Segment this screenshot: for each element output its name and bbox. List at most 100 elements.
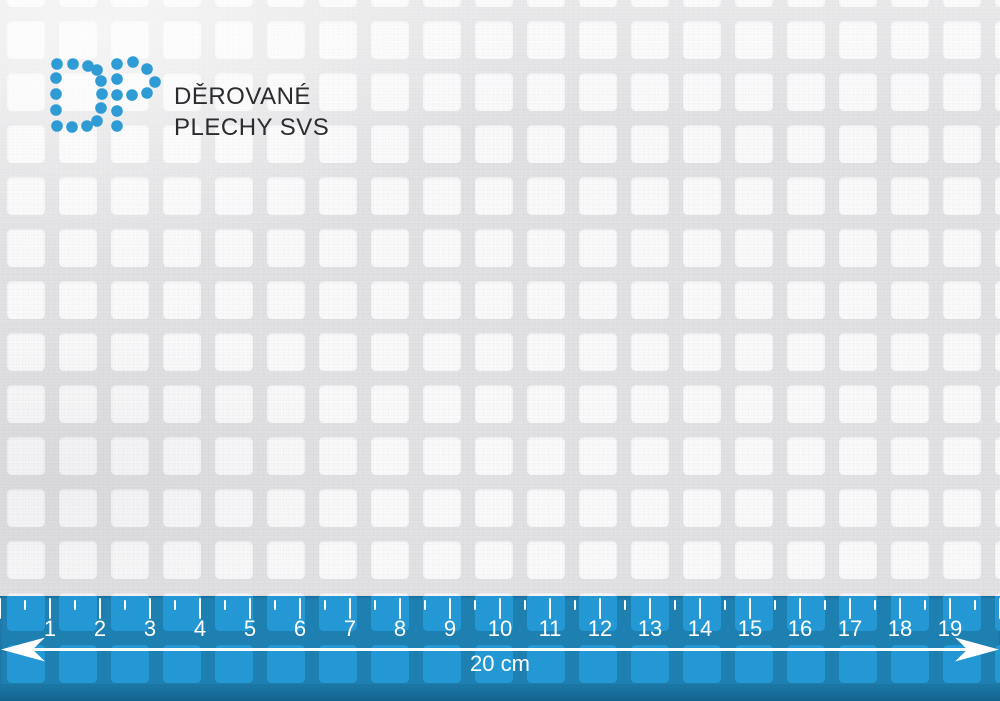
half-cm-tick [474, 599, 476, 610]
sheet-hole-under-ruler [111, 645, 149, 683]
logo-dot [111, 120, 123, 132]
logo-dot [67, 58, 79, 70]
cm-tick [248, 598, 252, 619]
sheet-hole-under-ruler [163, 596, 201, 631]
cm-tick [648, 598, 652, 619]
sheet-hole-under-ruler [683, 596, 721, 631]
logo-dot [111, 105, 123, 117]
sheet-hole-under-ruler [891, 645, 929, 683]
lighting-overlay [0, 0, 1000, 601]
logo-dot [127, 56, 139, 68]
cm-tick [598, 598, 602, 619]
sheet-hole-under-ruler [163, 645, 201, 683]
logo-dot [95, 75, 107, 87]
half-cm-tick [524, 599, 526, 610]
sheet-hole-under-ruler [59, 645, 97, 683]
logo-dot [96, 88, 108, 100]
cm-tick [148, 598, 152, 619]
sheet-hole-under-ruler [59, 596, 97, 631]
cm-number: 13 [637, 616, 663, 641]
cm-tick [548, 598, 552, 619]
sheet-hole-under-ruler [475, 645, 513, 683]
cm-number: 9 [443, 616, 457, 641]
logo-dot [81, 120, 93, 132]
sheet-hole-under-ruler [423, 596, 461, 631]
cm-number: 4 [193, 616, 207, 641]
half-cm-tick [74, 599, 76, 610]
cm-tick [798, 598, 802, 619]
logo-dot [66, 121, 78, 133]
cm-tick [48, 598, 52, 619]
brand-wordmark: DĚROVANÉ PLECHY SVS [174, 81, 329, 143]
total-width-label: 20 cm [470, 651, 530, 676]
cm-tick [448, 598, 452, 619]
half-cm-tick [424, 599, 426, 610]
cm-number: 8 [393, 616, 407, 641]
cm-tick [348, 598, 352, 619]
sheet-hole-under-ruler [111, 596, 149, 631]
cm-tick [948, 598, 952, 619]
half-cm-tick [274, 599, 276, 610]
logo-dot [149, 76, 161, 88]
cm-tick [998, 598, 1000, 619]
half-cm-tick [574, 599, 576, 610]
logo-dot [141, 87, 153, 99]
logo-dot [50, 88, 62, 100]
sheet-hole-under-ruler [735, 596, 773, 631]
logo-dot [82, 60, 94, 72]
sheet-hole-under-ruler [215, 596, 253, 631]
sheet-hole-under-ruler [267, 645, 305, 683]
sheet-edge-shadow [0, 684, 1000, 701]
cm-tick [298, 598, 302, 619]
sheet-hole-under-ruler [319, 645, 357, 683]
half-cm-tick [324, 599, 326, 610]
cm-tick [898, 598, 902, 619]
sheet-hole-under-ruler [371, 596, 409, 631]
cm-number: 14 [687, 616, 713, 641]
cm-number: 7 [343, 616, 357, 641]
cm-number: 15 [737, 616, 763, 641]
cm-tick [748, 598, 752, 619]
cm-number: 18 [887, 616, 913, 641]
half-cm-tick [774, 599, 776, 610]
cm-number: 19 [937, 616, 963, 641]
cm-tick [398, 598, 402, 619]
cm-number: 1 [43, 616, 57, 641]
sheet-hole-under-ruler [215, 645, 253, 683]
cm-number: 11 [538, 616, 562, 641]
cm-tick [198, 598, 202, 619]
sheet-hole-under-ruler [527, 596, 565, 631]
logo-dot [51, 120, 63, 132]
sheet-hole-under-ruler [995, 596, 1000, 631]
half-cm-tick [824, 599, 826, 610]
half-cm-tick [224, 599, 226, 610]
half-cm-tick [974, 599, 976, 610]
half-cm-tick [624, 599, 626, 610]
cm-number: 10 [487, 616, 513, 641]
logo-dot [111, 73, 123, 85]
brand-name-line1: DĚROVANÉ [174, 83, 311, 110]
half-cm-tick [874, 599, 876, 610]
half-cm-tick [124, 599, 126, 610]
brand-name-line2: PLECHY SVS [174, 114, 330, 141]
cm-tick [98, 598, 102, 619]
cm-number: 5 [243, 616, 257, 641]
sheet-hole-under-ruler [527, 645, 565, 683]
sheet-hole-under-ruler [7, 596, 45, 631]
cm-tick [698, 598, 702, 619]
sheet-hole-under-ruler [787, 596, 825, 631]
cm-number: 16 [787, 616, 813, 641]
sheet-hole-under-ruler [475, 596, 513, 631]
brand-logo: DĚROVANÉ PLECHY SVS [0, 0, 400, 170]
logo-dot [50, 72, 62, 84]
dp-monogram-icon [50, 56, 161, 133]
measurement-ruler: 1 2 3 4 5 6 7 8 9 10 11 12 13 14 15 16 17 18 19 20 cm [0, 596, 1000, 701]
logo-dot [95, 102, 107, 114]
logo-dot [141, 63, 153, 75]
sheet-hole-under-ruler [839, 596, 877, 631]
dimension-line [6, 648, 994, 651]
half-cm-tick [24, 599, 26, 610]
cm-number: 6 [293, 616, 307, 641]
